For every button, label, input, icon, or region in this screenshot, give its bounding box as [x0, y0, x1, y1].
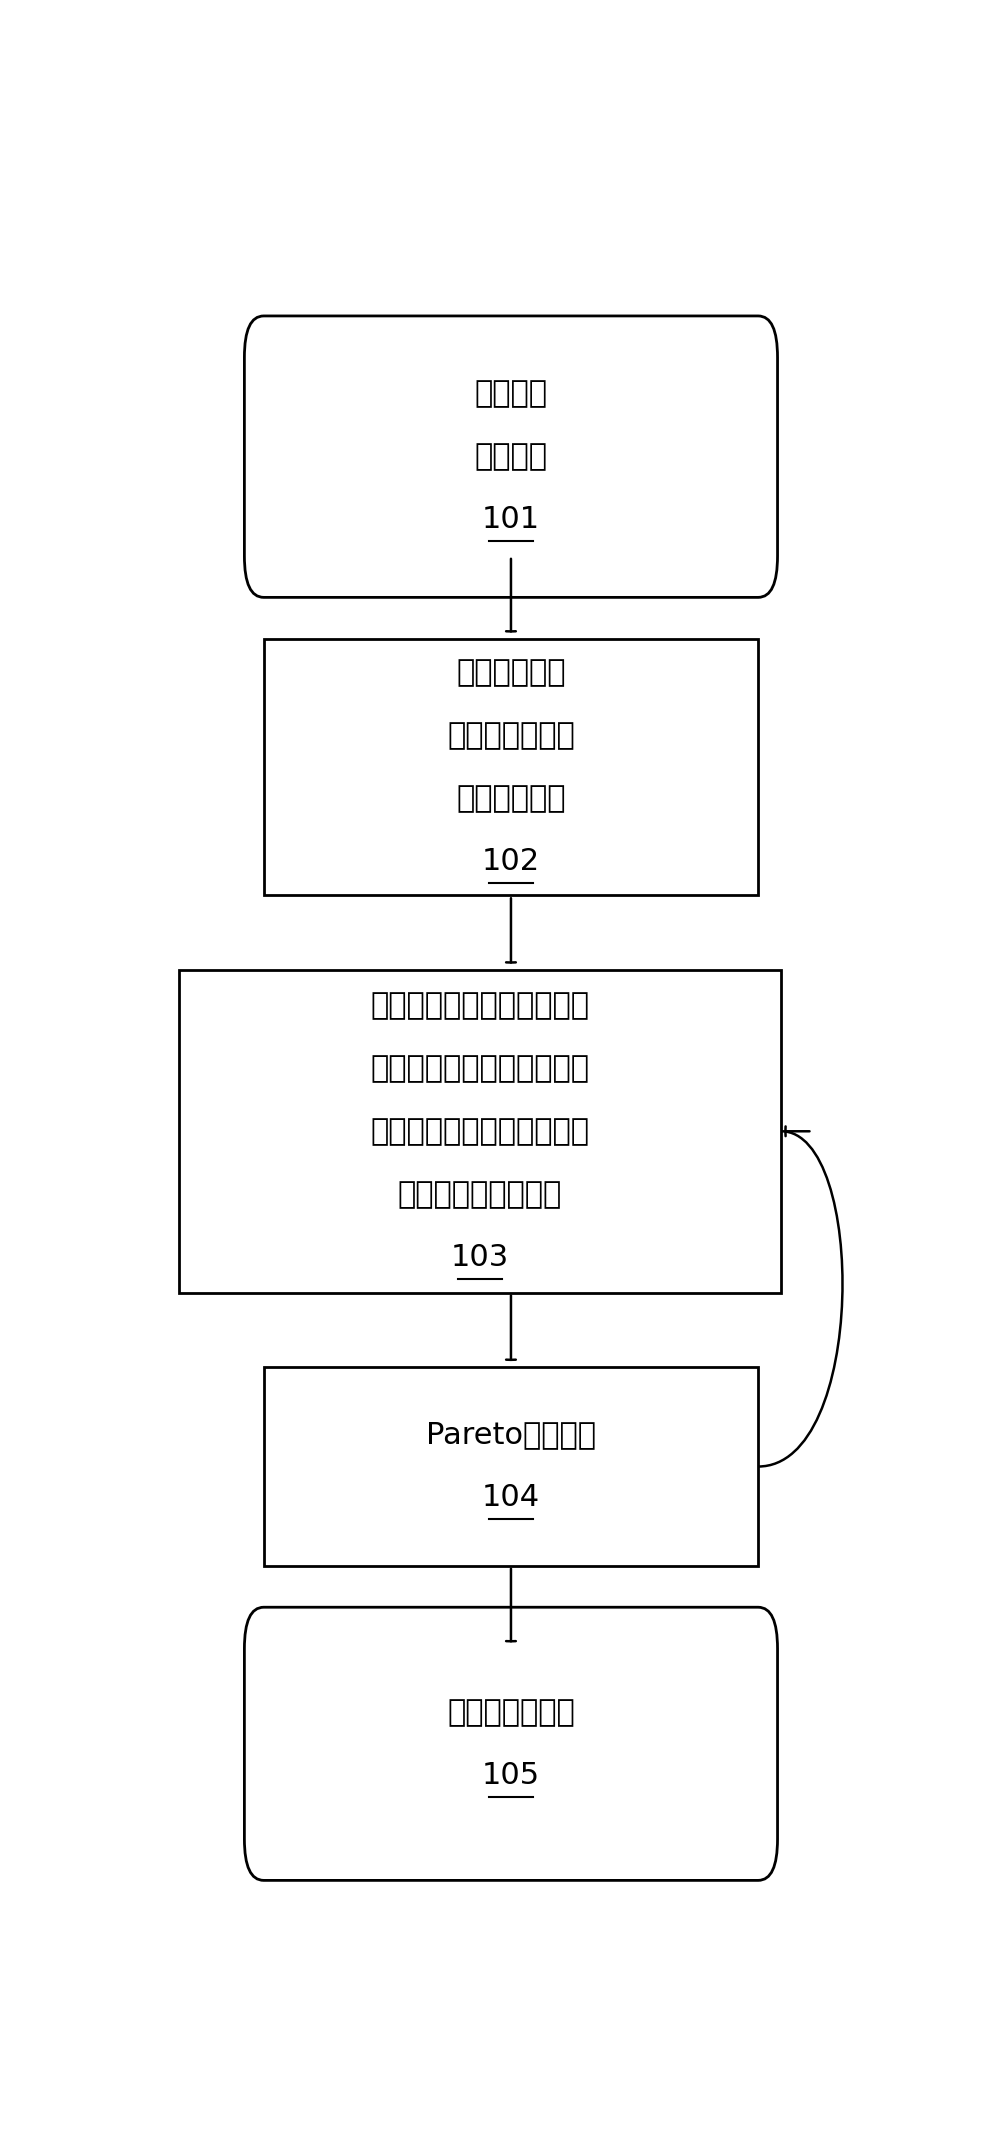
FancyBboxPatch shape: [244, 1608, 778, 1881]
Text: 根据场景选取解: 根据场景选取解: [447, 1698, 575, 1726]
Text: 105: 105: [482, 1761, 540, 1789]
Text: 104: 104: [482, 1483, 540, 1511]
Text: 基于蒙特卡洛算法产生一个: 基于蒙特卡洛算法产生一个: [371, 991, 589, 1019]
Text: 调度方案进行检测。: 调度方案进行检测。: [398, 1180, 562, 1208]
Text: 并利用贪心算法: 并利用贪心算法: [447, 720, 575, 750]
Text: Pareto最优解集: Pareto最优解集: [426, 1421, 596, 1449]
FancyBboxPatch shape: [178, 970, 782, 1292]
Text: 101: 101: [482, 505, 540, 533]
Text: 数据预处理，: 数据预处理，: [457, 658, 565, 688]
Text: 板车信息: 板车信息: [475, 443, 547, 471]
Text: 获得初始解集: 获得初始解集: [457, 785, 565, 813]
Text: 订单信息: 订单信息: [475, 378, 547, 408]
Text: 约束条件对产生的整车物流: 约束条件对产生的整车物流: [371, 1116, 589, 1146]
Text: 103: 103: [451, 1243, 509, 1271]
Text: 整车物流调度方案，并利用: 整车物流调度方案，并利用: [371, 1054, 589, 1084]
FancyBboxPatch shape: [263, 639, 758, 894]
FancyBboxPatch shape: [263, 1367, 758, 1565]
Text: 102: 102: [482, 847, 540, 875]
FancyBboxPatch shape: [244, 316, 778, 598]
